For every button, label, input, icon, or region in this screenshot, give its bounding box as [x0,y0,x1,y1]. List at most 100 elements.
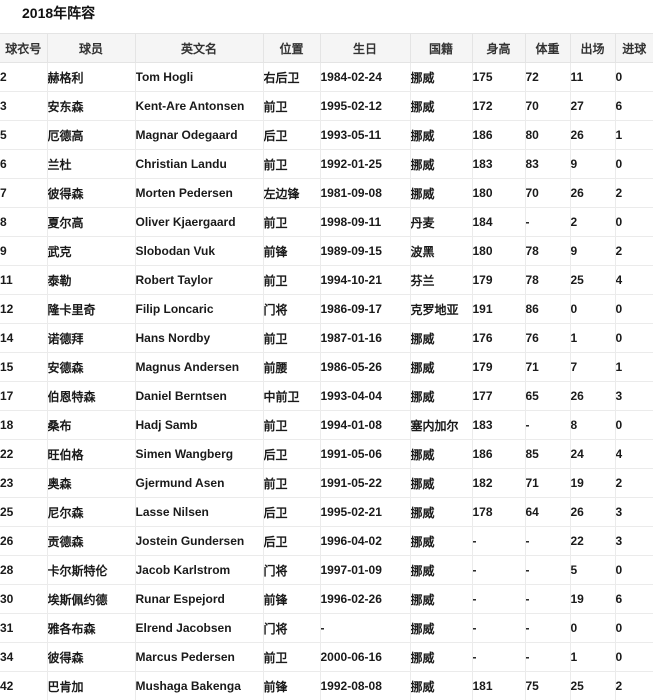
cell-nationality: 挪威 [409,526,473,556]
cell-nationality: 波黑 [409,236,473,266]
cell-jersey-number: 22 [0,439,48,469]
cell-nationality: 挪威 [409,613,473,643]
cell-player-name-cn: 卡尔斯特伦 [46,555,136,585]
header-height: 身高 [471,33,526,63]
cell-weight: 71 [524,352,571,382]
cell-position: 前腰 [262,352,321,382]
cell-birthday: 1994-01-08 [319,410,411,440]
cell-player-name-cn: 埃斯佩约德 [46,584,136,614]
cell-height: - [471,584,526,614]
cell-nationality: 挪威 [409,323,473,353]
cell-weight: 83 [524,149,571,179]
cell-appearances: 25 [569,671,616,700]
cell-jersey-number: 14 [0,323,48,353]
cell-player-name-en: Magnus Andersen [134,352,264,382]
cell-player-name-cn: 夏尔高 [46,207,136,237]
cell-weight: 71 [524,468,571,498]
cell-birthday: 1986-05-26 [319,352,411,382]
cell-jersey-number: 12 [0,294,48,324]
cell-player-name-en: Gjermund Asen [134,468,264,498]
cell-birthday: 1996-04-02 [319,526,411,556]
cell-player-name-en: Hans Nordby [134,323,264,353]
cell-appearances: 9 [569,236,616,266]
cell-appearances: 8 [569,410,616,440]
cell-jersey-number: 3 [0,91,48,121]
cell-weight: 72 [524,62,571,92]
cell-appearances: 5 [569,555,616,585]
table-row: 8 夏尔高 Oliver Kjaergaard 前卫 1998-09-11 丹麦 184-2… [0,207,653,237]
cell-nationality: 挪威 [409,584,473,614]
cell-position: 中前卫 [262,381,321,411]
cell-player-name-cn: 桑布 [46,410,136,440]
cell-goals: 3 [614,381,653,411]
cell-height: 172 [471,91,526,121]
cell-nationality: 挪威 [409,497,473,527]
cell-height: - [471,526,526,556]
cell-jersey-number: 11 [0,265,48,295]
cell-appearances: 27 [569,91,616,121]
cell-height: 179 [471,265,526,295]
cell-height: - [471,555,526,585]
cell-goals: 0 [614,555,653,585]
cell-nationality: 克罗地亚 [409,294,473,324]
cell-player-name-cn: 诺德拜 [46,323,136,353]
header-jersey-number: 球衣号 [0,33,48,63]
cell-player-name-cn: 巴肯加 [46,671,136,700]
table-row: 2 赫格利 Tom Hogli 右后卫 1984-02-24 挪威 175 72 11 0 [0,62,653,92]
cell-appearances: 0 [569,294,616,324]
cell-player-name-en: Jacob Karlstrom [134,555,264,585]
cell-player-name-en: Filip Loncaric [134,294,264,324]
cell-height: 179 [471,352,526,382]
cell-nationality: 挪威 [409,555,473,585]
cell-jersey-number: 42 [0,671,48,700]
cell-player-name-cn: 厄德高 [46,120,136,150]
cell-player-name-en: Lasse Nilsen [134,497,264,527]
cell-position: 左边锋 [262,178,321,208]
cell-position: 后卫 [262,120,321,150]
cell-height: 180 [471,236,526,266]
table-row: 42 巴肯加 Mushaga Bakenga 前锋 1992-08-08 挪威 181 75 2… [0,671,653,700]
cell-birthday: 1997-01-09 [319,555,411,585]
cell-goals: 0 [614,642,653,672]
cell-birthday: 1994-10-21 [319,265,411,295]
cell-position: 前锋 [262,236,321,266]
cell-jersey-number: 28 [0,555,48,585]
cell-jersey-number: 18 [0,410,48,440]
cell-birthday: 1995-02-21 [319,497,411,527]
cell-goals: 1 [614,120,653,150]
cell-nationality: 挪威 [409,178,473,208]
cell-goals: 6 [614,584,653,614]
cell-nationality: 塞内加尔 [409,410,473,440]
cell-appearances: 9 [569,149,616,179]
cell-birthday: 2000-06-16 [319,642,411,672]
cell-player-name-cn: 彼得森 [46,642,136,672]
cell-goals: 6 [614,91,653,121]
cell-weight: 76 [524,323,571,353]
cell-height: 183 [471,149,526,179]
cell-player-name-en: Oliver Kjaergaard [134,207,264,237]
header-row: 球衣号 球员 英文名 位置 生日 国籍 身高 体重 出场 进球 [0,33,653,63]
cell-player-name-en: Mushaga Bakenga [134,671,264,700]
cell-position: 门将 [262,613,321,643]
cell-birthday: 1991-05-22 [319,468,411,498]
cell-player-name-en: Robert Taylor [134,265,264,295]
cell-height: 177 [471,381,526,411]
cell-height: 178 [471,497,526,527]
cell-position: 后卫 [262,497,321,527]
table-row: 23 奥森 Gjermund Asen 前卫 1991-05-22 挪威 182 71 19 2 [0,468,653,498]
cell-birthday: 1995-02-12 [319,91,411,121]
cell-weight: 80 [524,120,571,150]
cell-player-name-cn: 彼得森 [46,178,136,208]
cell-weight: 70 [524,91,571,121]
cell-player-name-en: Christian Landu [134,149,264,179]
cell-goals: 2 [614,236,653,266]
cell-weight: 65 [524,381,571,411]
cell-height: 183 [471,410,526,440]
cell-weight: - [524,613,571,643]
cell-player-name-en: Marcus Pedersen [134,642,264,672]
cell-player-name-cn: 尼尔森 [46,497,136,527]
cell-appearances: 22 [569,526,616,556]
cell-jersey-number: 9 [0,236,48,266]
cell-birthday: 1981-09-08 [319,178,411,208]
cell-birthday: 1987-01-16 [319,323,411,353]
